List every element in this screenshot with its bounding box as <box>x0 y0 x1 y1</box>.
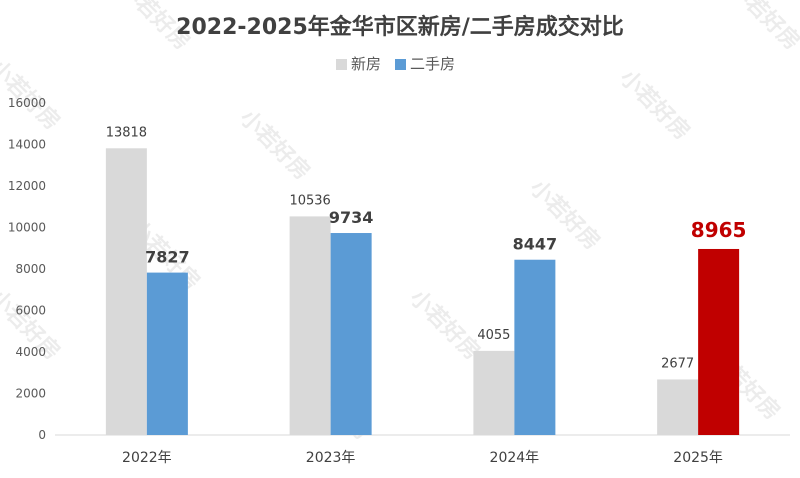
bar-new-house <box>473 350 515 435</box>
data-label-second-hand: 8965 <box>691 218 747 242</box>
x-tick-label: 2023年 <box>306 450 356 466</box>
x-tick-label: 2022年 <box>122 450 172 466</box>
bar-new-house <box>289 216 331 435</box>
data-label-second-hand: 7827 <box>145 248 190 267</box>
bar-new-house <box>657 379 699 435</box>
x-tick-label: 2024年 <box>490 450 540 466</box>
y-tick-label: 12000 <box>8 179 46 193</box>
x-tick-label: 2025年 <box>673 450 723 466</box>
bars <box>105 148 740 436</box>
data-label-new-house: 13818 <box>106 125 147 140</box>
x-axis: 2022年 2023年 2024年 2025年 <box>122 450 723 466</box>
data-label-new-house: 2677 <box>661 356 694 371</box>
y-tick-label: 16000 <box>8 96 46 110</box>
watermark-text: 小若好房 <box>405 285 486 366</box>
bar-second-hand <box>514 259 556 435</box>
legend: 新房 二手房 <box>336 55 455 73</box>
y-axis: 0 2000 4000 6000 8000 10000 12000 14000 16000 <box>8 96 46 442</box>
legend-swatch <box>336 59 347 70</box>
data-label-new-house: 4055 <box>477 328 510 343</box>
bar-second-hand <box>698 248 740 435</box>
y-tick-label: 2000 <box>15 387 46 401</box>
bar-second-hand <box>146 272 188 435</box>
y-tick-label: 14000 <box>8 138 46 152</box>
watermark-text: 小若好房 <box>615 65 696 146</box>
bar-new-house <box>105 148 147 436</box>
data-label-second-hand: 8447 <box>513 235 558 254</box>
y-tick-label: 4000 <box>15 345 46 359</box>
watermark-text: 小若好房 <box>725 0 800 55</box>
chart-title: 2022-2025年金华市区新房/二手房成交对比 <box>176 14 624 40</box>
data-label-second-hand: 9734 <box>329 208 374 227</box>
legend-label: 新房 <box>351 55 381 73</box>
watermark-text: 小若好房 <box>235 105 316 186</box>
y-tick-label: 0 <box>38 428 46 442</box>
legend-label: 二手房 <box>410 55 455 73</box>
data-label-new-house: 10536 <box>289 193 330 208</box>
legend-swatch <box>395 59 406 70</box>
y-tick-label: 6000 <box>15 304 46 318</box>
y-tick-label: 10000 <box>8 221 46 235</box>
bar-second-hand <box>330 233 372 435</box>
y-tick-label: 8000 <box>15 262 46 276</box>
